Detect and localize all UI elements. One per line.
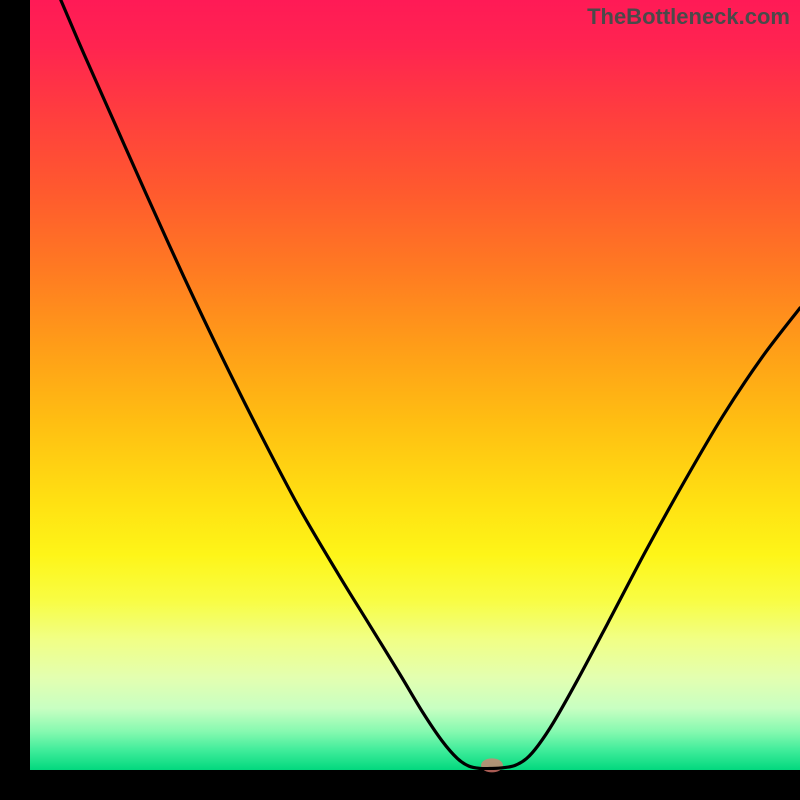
bottleneck-chart	[0, 0, 800, 800]
figure-container: TheBottleneck.com	[0, 0, 800, 800]
plot-background	[30, 0, 800, 770]
optimal-point-marker	[481, 758, 503, 772]
